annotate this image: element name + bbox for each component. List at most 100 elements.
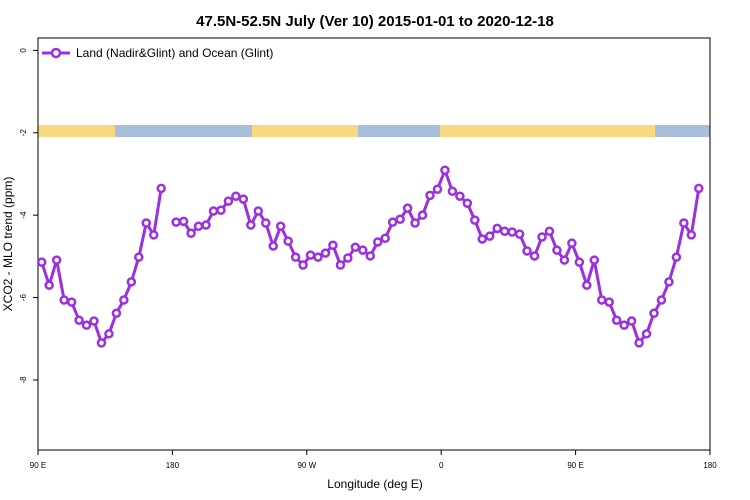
data-point (320, 248, 331, 258)
data-point (66, 297, 77, 307)
data-point (447, 186, 458, 197)
data-point (432, 184, 443, 194)
data-point (552, 245, 562, 255)
data-point (223, 196, 234, 206)
data-point (156, 183, 166, 194)
legend-label: Land (Nadir&Glint) and Ocean (Glint) (76, 46, 273, 60)
plot-frame (37, 37, 711, 451)
data-point (380, 233, 390, 243)
data-point (484, 231, 495, 241)
legend: Land (Nadir&Glint) and Ocean (Glint) (42, 46, 273, 60)
data-point (455, 191, 465, 201)
legend-marker (50, 47, 62, 59)
y-tick-label: -4 (19, 211, 28, 219)
data-point (260, 218, 271, 228)
data-point (81, 320, 92, 330)
data-point (582, 280, 592, 290)
data-point (328, 240, 338, 250)
data-point (119, 295, 129, 305)
y-tick-label: -6 (19, 293, 28, 301)
data-point (178, 216, 189, 227)
data-point (290, 252, 301, 262)
data-point (201, 220, 211, 230)
data-point (417, 210, 428, 220)
x-tick-label: 180 (166, 461, 180, 470)
data-point (611, 315, 622, 325)
data-point (470, 215, 480, 225)
data-point (656, 295, 667, 305)
data-point (514, 229, 525, 239)
data-point (216, 205, 226, 215)
x-tick-label: 90 W (297, 461, 316, 470)
data-point (626, 316, 637, 326)
data-point (126, 277, 137, 287)
data-point (253, 206, 264, 216)
data-point (141, 218, 152, 228)
data-point (343, 253, 353, 263)
data-point (111, 308, 122, 318)
x-tick-label: 180 (703, 461, 717, 470)
ocean-band (115, 125, 252, 137)
data-point (425, 190, 435, 201)
data-point (596, 295, 607, 305)
x-tick-label: 90 E (567, 461, 583, 470)
data-point (44, 280, 54, 290)
data-point (305, 250, 316, 260)
data-point (477, 234, 488, 244)
data-point (664, 277, 674, 287)
y-tick-label: 0 (19, 48, 28, 53)
data-point (231, 191, 241, 201)
data-point (313, 252, 323, 262)
data-point (171, 217, 181, 227)
data-point (492, 223, 502, 234)
data-point (275, 221, 286, 232)
data-point (559, 255, 570, 265)
land-band (38, 125, 115, 137)
data-point (238, 194, 249, 204)
data-point (440, 165, 450, 176)
y-axis-label: XCO2 - MLO trend (ppm) (1, 177, 15, 312)
data-point (522, 246, 532, 256)
data-point (410, 218, 420, 228)
data-point (634, 338, 644, 348)
data-point (671, 252, 682, 262)
data-point (350, 242, 361, 253)
data-point (74, 315, 84, 325)
data-point (358, 245, 368, 255)
x-tick-label: 90 E (30, 461, 46, 470)
data-point (51, 255, 62, 265)
data-point (372, 237, 383, 247)
data-point (402, 203, 413, 213)
data-point (387, 217, 398, 227)
data-point (335, 260, 346, 270)
data-point (604, 297, 614, 307)
data-point (694, 183, 704, 194)
data-point (283, 236, 293, 246)
land-ocean-strip (38, 125, 710, 137)
data-point (298, 260, 308, 270)
x-tick-label: 0 (439, 461, 444, 470)
data-point (574, 257, 585, 267)
data-point (641, 329, 652, 339)
data-point (193, 221, 204, 232)
data-point (395, 214, 405, 225)
data-point (104, 329, 114, 339)
data-point (567, 238, 577, 248)
data-point (462, 198, 473, 208)
data-point (268, 241, 278, 251)
data-point (529, 251, 540, 261)
chart-title: 47.5N-52.5N July (Ver 10) 2015-01-01 to … (196, 13, 554, 30)
data-point (589, 255, 600, 265)
data-point (365, 251, 376, 261)
data-point (537, 232, 547, 242)
data-point (36, 257, 47, 267)
data-point (686, 230, 697, 240)
data-point (619, 320, 629, 330)
data-point (679, 218, 689, 228)
y-tick-label: -2 (19, 129, 28, 137)
data-point (96, 338, 107, 348)
ocean-band (358, 125, 440, 137)
data-point (544, 226, 555, 236)
y-tick-label: -8 (19, 376, 28, 384)
